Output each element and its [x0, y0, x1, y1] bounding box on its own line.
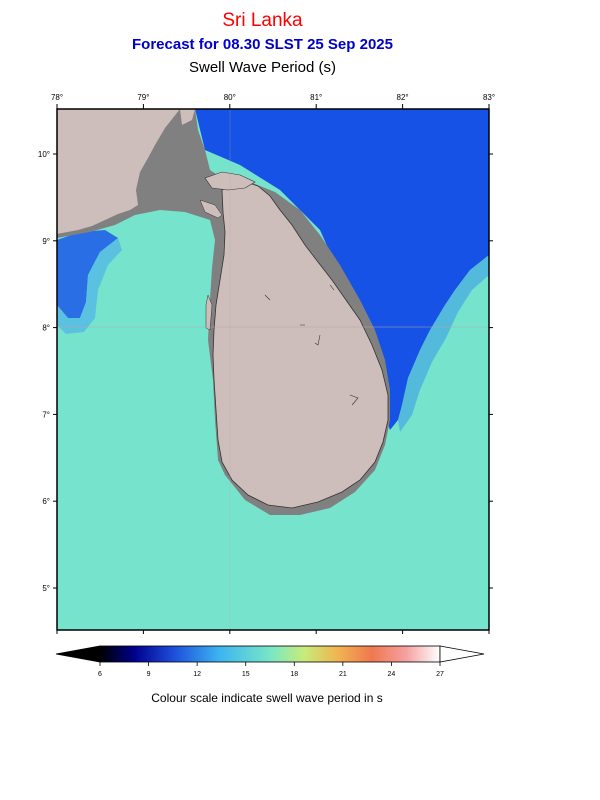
- west-coast-swell-patch: [57, 230, 118, 318]
- transition-band: [398, 255, 489, 432]
- colorbar: [99, 645, 441, 663]
- india-landmass: [57, 109, 180, 234]
- colorbar-tick-label: 12: [193, 671, 201, 678]
- lon-label: 79°: [137, 93, 149, 102]
- colorbar-low-arrow: [55, 645, 101, 663]
- latitude-ticks: 10° 9° 8° 7° 6° 5°: [38, 150, 493, 593]
- forecast-time: Forecast for 08.30 SLST 25 Sep 2025: [132, 36, 393, 53]
- mannar-island: [199, 199, 223, 219]
- sri-lanka-landmass: [212, 179, 389, 509]
- lat-label: 7°: [42, 410, 50, 419]
- kalpitiya-spit: [205, 294, 213, 331]
- lat-label: 10°: [38, 150, 50, 159]
- lon-label: 80°: [224, 93, 236, 102]
- lon-label: 78°: [51, 93, 63, 102]
- lat-label: 6°: [42, 497, 50, 506]
- colorbar-high-arrow: [439, 645, 485, 663]
- inland-lakes: [264, 284, 359, 406]
- colorbar-tick-label: 6: [98, 671, 102, 678]
- lat-label: 9°: [42, 237, 50, 246]
- colorbar-tick-label: 9: [147, 671, 151, 678]
- lat-label: 5°: [42, 584, 50, 593]
- india-north-coast: [180, 109, 195, 125]
- lat-label: 8°: [42, 324, 50, 333]
- parameter-title: Swell Wave Period (s): [189, 59, 336, 76]
- colorbar-tick-label: 27: [436, 671, 444, 678]
- lon-label: 83°: [483, 93, 495, 102]
- map-frame: [56, 108, 490, 631]
- region-title: Sri Lanka: [222, 10, 303, 31]
- colorbar-ticks: 6 9 12 15 18 21 24 27: [98, 662, 444, 678]
- colorbar-tick-label: 18: [290, 671, 298, 678]
- colorbar-tick-label: 21: [339, 671, 347, 678]
- west-coast-transition: [57, 238, 122, 334]
- longitude-ticks: 78° 79° 80° 81° 82° 83°: [51, 93, 495, 634]
- colorbar-tick-label: 24: [388, 671, 396, 678]
- colorbar-caption: Colour scale indicate swell wave period …: [151, 691, 383, 705]
- lon-label: 81°: [310, 93, 322, 102]
- colorbar-tick-label: 15: [242, 671, 250, 678]
- lon-label: 82°: [397, 93, 409, 102]
